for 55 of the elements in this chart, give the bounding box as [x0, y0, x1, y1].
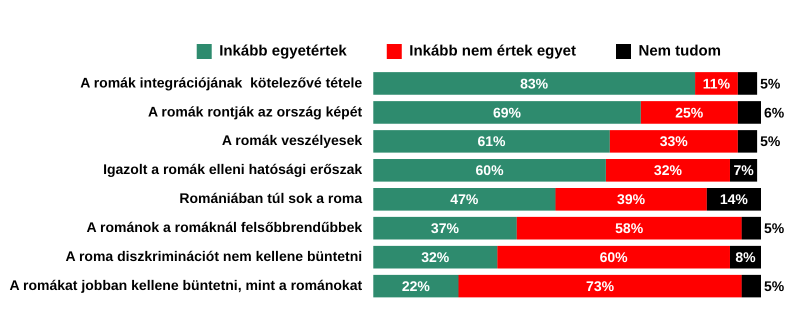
bar [640, 101, 738, 124]
y-tick-label: A roma diszkriminációt nem kellene büntetni [66, 248, 362, 264]
bar [373, 101, 641, 124]
legend-label: Nem tudom [638, 42, 721, 60]
data-label: 61% [477, 133, 506, 150]
data-label: 47% [450, 191, 479, 208]
data-label: 39% [617, 191, 646, 208]
bar [458, 274, 742, 298]
y-tick-label: A románok a romáknál felsőbbrendűbbek [86, 219, 362, 236]
bar [373, 216, 517, 240]
data-label: 83% [520, 75, 549, 92]
bar [516, 216, 742, 240]
data-label: 5% [764, 278, 785, 294]
bar [742, 216, 761, 240]
y-tick-label: A romák rontják az ország képét [148, 103, 363, 120]
y-tick-label: Igazolt a romák elleni hatósági erőszak [103, 161, 362, 178]
y-tick-label: A romák integrációjának kötelezővé tétele [80, 74, 362, 90]
data-label: 69% [492, 104, 522, 120]
data-label: 5% [760, 133, 781, 150]
y-tick-label: A romák veszélyesek [222, 132, 362, 148]
data-label: 60% [476, 162, 504, 178]
data-label: 11% [702, 75, 731, 92]
bar [610, 130, 738, 153]
legend-label: Inkább nem értek egyet [409, 42, 576, 60]
data-label: 73% [586, 278, 615, 294]
data-label: 33% [660, 133, 688, 150]
data-label: 25% [675, 104, 704, 120]
data-label: 5% [760, 75, 781, 92]
bar [373, 188, 556, 211]
bar [606, 159, 730, 182]
bar [555, 188, 707, 211]
data-label: 32% [654, 162, 682, 178]
bar [497, 246, 730, 268]
data-label: 32% [421, 249, 450, 266]
data-label: 22% [402, 278, 430, 294]
data-label: 8% [735, 249, 756, 266]
data-label: 60% [600, 249, 628, 266]
data-label: 14% [720, 191, 748, 208]
bar [373, 159, 606, 182]
data-label: 37% [430, 220, 460, 236]
bar [738, 101, 761, 124]
y-tick-label: A romákat jobban kellene büntetni, mint a románokat [10, 276, 363, 293]
data-label: 5% [764, 220, 785, 236]
bar [738, 72, 758, 95]
bar [738, 130, 758, 153]
legend-label: Inkább egyetértek [219, 42, 348, 60]
y-tick-label: Romániában túl sok a roma [179, 190, 362, 206]
bar [742, 274, 761, 298]
bar [373, 130, 610, 153]
data-label: 6% [764, 104, 785, 120]
bar [373, 246, 498, 268]
bar [373, 274, 458, 298]
data-label: 7% [733, 162, 754, 178]
bar [373, 72, 696, 95]
data-label: 58% [615, 220, 644, 236]
